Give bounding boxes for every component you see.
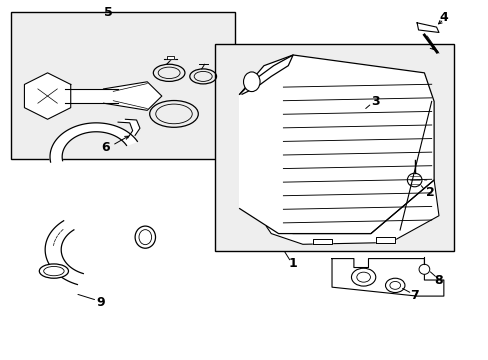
Text: 7: 7 <box>409 288 418 302</box>
Bar <box>215 44 453 251</box>
Text: 6: 6 <box>102 141 110 154</box>
Ellipse shape <box>407 173 421 187</box>
Text: 5: 5 <box>104 6 113 19</box>
Circle shape <box>351 268 375 286</box>
Polygon shape <box>266 180 438 244</box>
Text: 9: 9 <box>97 296 105 309</box>
Polygon shape <box>118 119 140 138</box>
Polygon shape <box>239 55 433 234</box>
Polygon shape <box>50 123 137 162</box>
Ellipse shape <box>243 72 260 91</box>
Polygon shape <box>167 56 174 59</box>
Ellipse shape <box>39 264 68 278</box>
Polygon shape <box>45 221 83 284</box>
Polygon shape <box>375 237 394 243</box>
Polygon shape <box>331 258 443 296</box>
Text: 4: 4 <box>439 11 447 24</box>
Text: 8: 8 <box>434 274 443 287</box>
Ellipse shape <box>418 264 429 274</box>
Text: 2: 2 <box>425 186 434 199</box>
Polygon shape <box>103 82 162 111</box>
Ellipse shape <box>135 226 155 248</box>
Polygon shape <box>64 89 118 103</box>
Text: 3: 3 <box>371 95 379 108</box>
Polygon shape <box>416 23 438 32</box>
Text: 1: 1 <box>288 257 297 270</box>
Polygon shape <box>24 73 71 119</box>
Bar <box>11 12 234 158</box>
Polygon shape <box>239 55 292 94</box>
Polygon shape <box>312 239 331 244</box>
Circle shape <box>385 278 404 293</box>
